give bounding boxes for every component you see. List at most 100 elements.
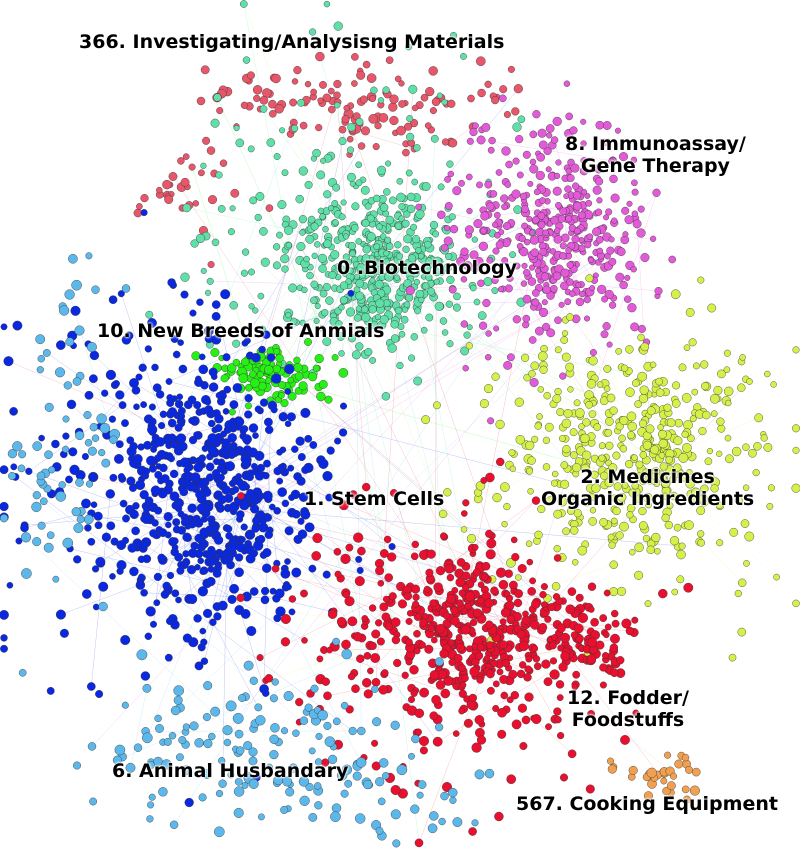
network-node: [165, 378, 173, 385]
network-node: [626, 511, 634, 519]
network-node: [291, 445, 299, 453]
network-node: [476, 735, 487, 745]
network-node: [608, 236, 615, 243]
network-node: [637, 333, 645, 342]
network-node: [299, 121, 308, 130]
network-node: [371, 678, 381, 687]
network-node: [218, 757, 226, 765]
network-node: [498, 579, 509, 590]
network-node: [479, 399, 489, 409]
network-node: [763, 442, 773, 452]
network-node: [121, 701, 129, 709]
network-node: [156, 186, 163, 194]
network-node: [199, 627, 207, 635]
network-node: [351, 80, 358, 87]
network-node: [443, 236, 453, 246]
network-node: [143, 506, 150, 514]
network-node: [304, 180, 313, 189]
network-node: [506, 696, 514, 704]
network-node: [160, 474, 170, 483]
network-node: [20, 532, 32, 543]
network-node: [634, 570, 644, 580]
network-node: [315, 51, 325, 62]
network-node: [551, 582, 561, 591]
network-node: [197, 169, 205, 177]
network-node: [332, 183, 341, 192]
network-node: [288, 608, 296, 616]
network-node: [639, 477, 647, 486]
network-node: [624, 295, 632, 303]
network-node: [617, 492, 627, 502]
network-node: [466, 137, 474, 145]
network-node: [179, 487, 189, 497]
network-node: [349, 250, 356, 257]
network-node: [603, 385, 611, 392]
network-node: [229, 400, 239, 409]
network-node: [559, 252, 567, 260]
network-node: [577, 545, 588, 556]
network-node: [554, 227, 561, 235]
network-node: [281, 499, 290, 508]
network-node: [466, 207, 473, 215]
network-node: [299, 229, 306, 236]
network-node: [298, 381, 308, 391]
network-node: [46, 531, 55, 540]
network-node: [32, 537, 42, 547]
network-node: [227, 594, 237, 604]
network-node: [288, 763, 298, 773]
network-edge: [561, 304, 620, 536]
network-node: [537, 128, 547, 138]
network-node: [517, 564, 527, 574]
network-node: [408, 84, 418, 94]
network-node: [121, 335, 132, 345]
network-node: [527, 456, 536, 465]
network-node: [476, 135, 486, 145]
network-node: [491, 276, 499, 284]
network-node: [731, 446, 742, 457]
network-node: [305, 234, 315, 244]
network-node: [773, 573, 780, 581]
network-node: [284, 225, 294, 235]
network-node: [194, 533, 204, 543]
network-node: [578, 244, 586, 252]
network-node: [524, 238, 531, 246]
network-node: [617, 247, 626, 256]
network-node: [263, 513, 272, 522]
network-node: [646, 406, 656, 416]
network-node: [171, 589, 180, 598]
network-node: [644, 600, 652, 607]
network-node: [531, 298, 540, 307]
network-node: [319, 213, 326, 220]
network-node: [410, 689, 418, 697]
network-node: [236, 542, 246, 553]
network-node: [532, 289, 540, 297]
network-node: [555, 159, 562, 166]
network-node: [62, 432, 70, 440]
network-node: [635, 460, 644, 469]
network-node: [190, 472, 201, 483]
network-node: [240, 101, 249, 109]
network-node: [299, 319, 306, 326]
network-node: [0, 610, 9, 620]
network-node: [444, 225, 451, 232]
network-node: [621, 618, 632, 629]
network-node: [621, 206, 630, 215]
network-node: [368, 604, 377, 612]
network-node: [532, 110, 541, 119]
network-node: [630, 322, 639, 332]
network-node: [530, 620, 540, 630]
network-node: [342, 253, 350, 261]
network-node: [582, 418, 591, 427]
network-node: [381, 669, 389, 677]
network-node: [560, 479, 570, 489]
network-node: [439, 649, 449, 659]
network-node: [251, 462, 258, 470]
network-node: [355, 279, 365, 288]
network-node: [211, 300, 221, 309]
network-node: [606, 341, 613, 348]
network-node: [513, 262, 521, 270]
network-node: [279, 127, 286, 134]
network-node: [519, 742, 528, 751]
network-node: [384, 272, 394, 282]
network-node: [346, 307, 356, 317]
